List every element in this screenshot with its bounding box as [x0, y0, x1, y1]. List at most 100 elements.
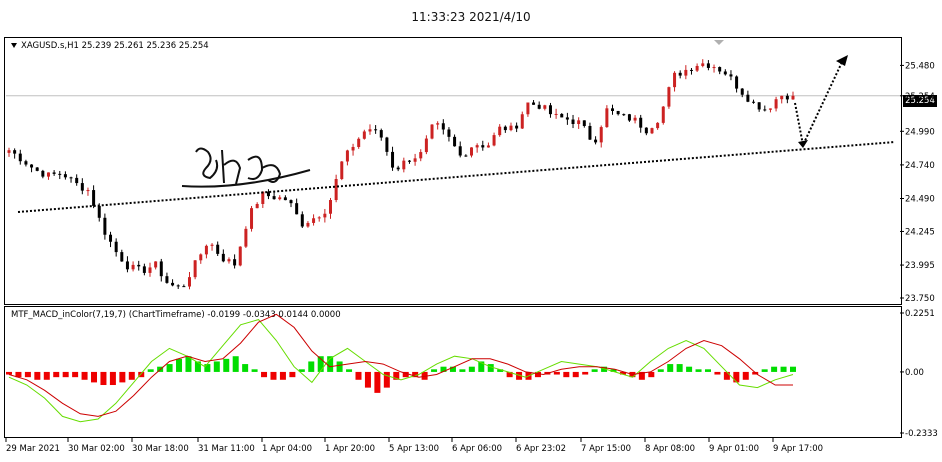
macd-histogram-bar — [62, 371, 69, 378]
candle-body — [210, 244, 214, 246]
candle-body — [565, 117, 569, 120]
candle-body — [689, 69, 693, 71]
candle-body — [396, 167, 400, 170]
candle-body — [340, 161, 344, 180]
candle-body — [80, 183, 84, 191]
candle-body — [560, 113, 564, 118]
macd-fast-line — [8, 319, 794, 423]
macd-histogram-bar — [610, 369, 617, 372]
candle-body — [266, 191, 270, 197]
macd-histogram-bar — [393, 371, 400, 380]
macd-histogram-bar — [289, 371, 296, 378]
candle-body — [543, 105, 547, 109]
price-y-tick-label: 24.990 — [905, 127, 935, 137]
macd-histogram-bar — [43, 371, 50, 380]
price-y-tick-label: 23.750 — [905, 294, 935, 304]
macd-histogram-bar — [298, 369, 305, 372]
candle-body — [261, 191, 265, 204]
candle-body — [532, 102, 536, 105]
candle-body — [391, 151, 395, 168]
candle-body — [379, 130, 383, 138]
x-tick-label: 1 Apr 20:00 — [325, 444, 376, 454]
macd-histogram-bar — [176, 358, 183, 372]
candle-body — [706, 63, 710, 68]
candle-body — [345, 150, 349, 162]
macd-histogram-bar — [147, 369, 154, 372]
candle-body — [148, 267, 152, 273]
macd-histogram-bar — [355, 371, 362, 380]
macd-histogram-bar — [780, 366, 787, 372]
candle-body — [599, 127, 603, 143]
macd-histogram-bar — [279, 371, 286, 380]
candle-body — [317, 217, 321, 219]
macd-signal-line — [8, 313, 793, 417]
price-chart-panel[interactable]: XAGUSD.s,H1 25.239 25.261 25.236 25.254 — [4, 37, 902, 305]
candle-body — [678, 72, 682, 76]
candle-body — [227, 259, 231, 262]
timestamp: 11:33:23 2021/4/10 — [411, 10, 531, 24]
candle-body — [746, 94, 750, 102]
candle-body — [131, 264, 135, 270]
macd-histogram-bar — [497, 369, 504, 372]
candle-body — [86, 190, 90, 192]
candle-body — [182, 286, 186, 288]
macd-histogram-bar — [742, 371, 749, 380]
price-y-tick-label: 24.740 — [905, 161, 935, 171]
macd-histogram-bar — [34, 371, 41, 380]
candle-body — [300, 214, 304, 227]
candle-body — [763, 109, 767, 111]
candle-body — [289, 200, 293, 204]
candle-body — [159, 261, 163, 277]
candle-body — [255, 203, 259, 209]
candle-body — [639, 117, 643, 128]
macd-histogram-bar — [563, 371, 570, 378]
candle-body — [419, 152, 423, 159]
candle-body — [165, 276, 169, 283]
x-tick-label: 6 Apr 23:02 — [516, 444, 567, 454]
candle-body — [436, 123, 440, 125]
candle-body — [176, 285, 180, 287]
candle-body — [605, 108, 609, 128]
macd-histogram-bar — [619, 371, 626, 375]
candle-body — [515, 125, 519, 129]
macd-histogram-bar — [591, 369, 598, 372]
candle-body — [413, 158, 417, 162]
candle-body — [627, 114, 631, 121]
macd-histogram-bar — [327, 356, 334, 372]
macd-histogram-bar — [440, 366, 447, 372]
x-tick-label: 7 Apr 15:00 — [581, 444, 632, 454]
macd-histogram-bar — [138, 371, 145, 378]
candle-body — [233, 259, 237, 266]
candle-body — [475, 145, 479, 148]
macd-y-tick-label: 0.00 — [905, 368, 924, 378]
macd-histogram-bar — [15, 371, 22, 378]
candle-body — [24, 161, 28, 165]
macd-histogram-bar — [53, 371, 60, 378]
macd-histogram-bar — [506, 371, 513, 378]
arrow-head-icon — [798, 140, 808, 148]
forecast-arrow-path — [794, 59, 844, 149]
candle-body — [41, 170, 45, 177]
candle-body — [588, 125, 592, 140]
x-tick-label: 30 Mar 18:00 — [132, 444, 189, 454]
candle-body — [594, 139, 598, 143]
macd-histogram-bar — [374, 371, 381, 393]
candle-body — [718, 67, 722, 72]
macd-histogram-bar — [213, 361, 220, 372]
macd-histogram-bar — [733, 371, 740, 383]
candle-body — [723, 71, 727, 75]
collapse-triangle-icon[interactable] — [11, 43, 17, 48]
macd-histogram-bar — [468, 366, 475, 372]
macd-histogram-bar — [695, 369, 702, 372]
candle-body — [328, 200, 332, 214]
macd-histogram-bar — [185, 356, 192, 372]
macd-histogram-bar — [572, 371, 579, 378]
candle-body — [357, 138, 361, 147]
candle-body — [306, 222, 310, 227]
ohlc-values: 25.239 25.261 25.236 25.254 — [81, 41, 209, 51]
candle-body — [52, 172, 56, 174]
candle-body — [481, 145, 485, 148]
macd-histogram-bar — [336, 361, 343, 372]
x-tick-label: 6 Apr 06:00 — [452, 444, 503, 454]
candle-body — [238, 246, 242, 266]
